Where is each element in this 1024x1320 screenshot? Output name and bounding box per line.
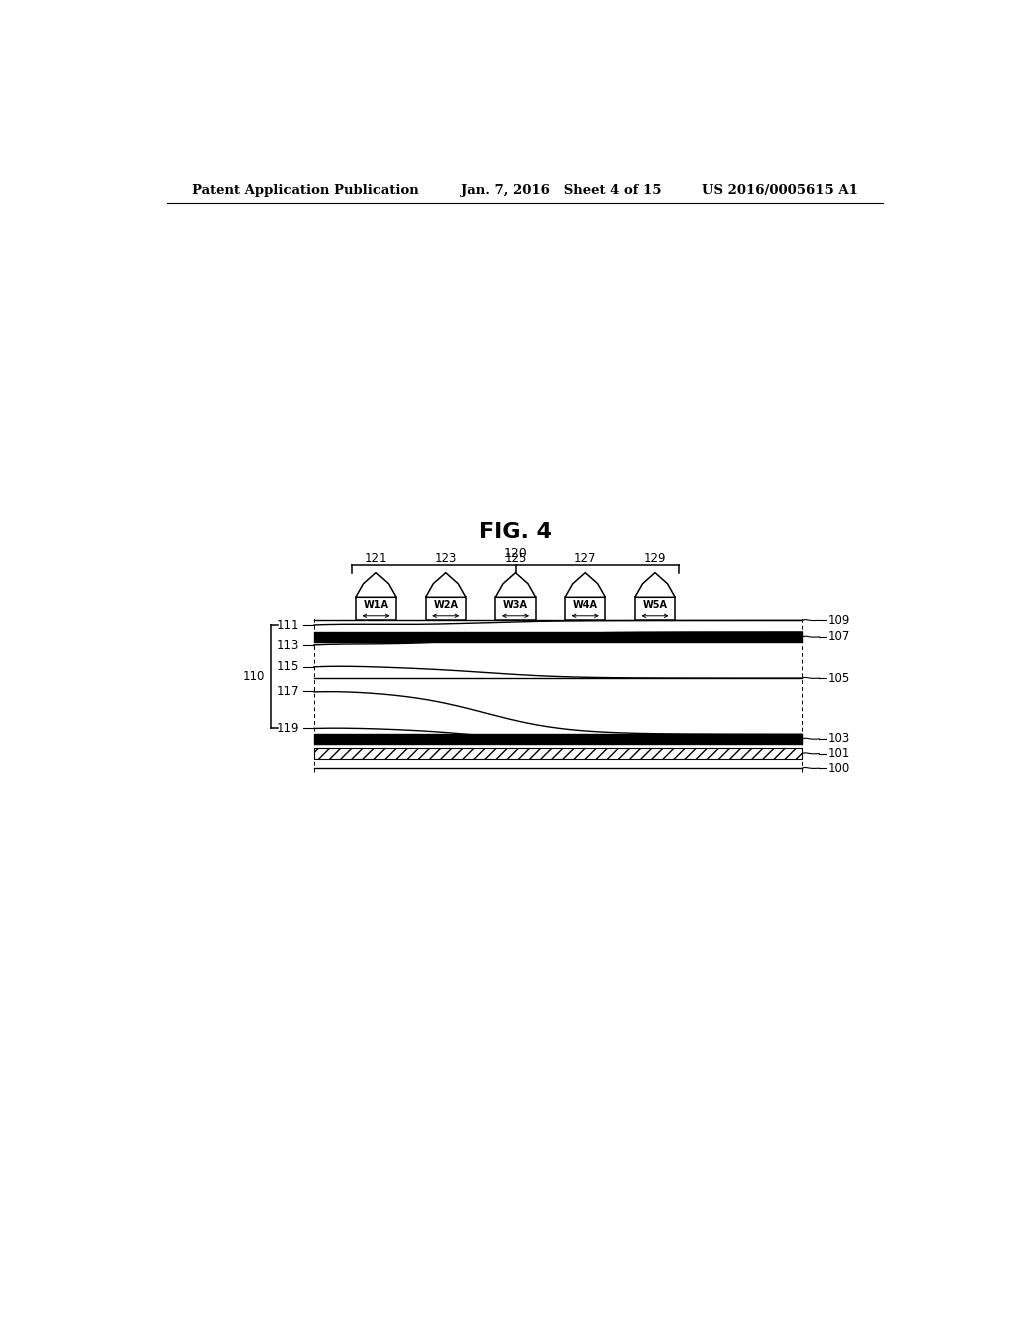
Text: 125: 125: [504, 552, 526, 565]
Text: W5A: W5A: [642, 601, 668, 610]
Bar: [565, 597, 605, 620]
Polygon shape: [496, 573, 536, 598]
Text: W2A: W2A: [433, 601, 459, 610]
Text: 120: 120: [504, 546, 527, 560]
Text: 113: 113: [276, 639, 299, 652]
Text: Jan. 7, 2016   Sheet 4 of 15: Jan. 7, 2016 Sheet 4 of 15: [461, 185, 662, 197]
Bar: [356, 597, 396, 620]
Text: US 2016/0005615 A1: US 2016/0005615 A1: [702, 185, 858, 197]
Text: 127: 127: [574, 552, 597, 565]
Text: W4A: W4A: [572, 601, 598, 610]
Text: 101: 101: [827, 747, 850, 760]
Text: 107: 107: [827, 631, 850, 643]
Polygon shape: [635, 573, 675, 598]
Text: Patent Application Publication: Patent Application Publication: [191, 185, 418, 197]
Text: 100: 100: [827, 762, 850, 775]
Polygon shape: [356, 573, 396, 598]
Polygon shape: [426, 573, 466, 598]
Bar: [496, 597, 536, 620]
Polygon shape: [565, 573, 605, 598]
Text: FIG. 4: FIG. 4: [479, 521, 552, 541]
Text: 110: 110: [243, 671, 265, 684]
Text: 123: 123: [434, 552, 457, 565]
Text: 129: 129: [644, 552, 667, 565]
Text: 117: 117: [276, 685, 299, 698]
Text: 109: 109: [827, 614, 850, 627]
Text: 111: 111: [276, 619, 299, 631]
Text: 115: 115: [276, 660, 299, 673]
Text: 121: 121: [365, 552, 387, 565]
Bar: [426, 597, 466, 620]
Text: W1A: W1A: [364, 601, 388, 610]
Text: W3A: W3A: [503, 601, 528, 610]
Text: 103: 103: [827, 733, 850, 746]
Bar: [314, 748, 802, 759]
Bar: [314, 748, 802, 759]
Text: 119: 119: [276, 722, 299, 735]
Bar: [635, 597, 675, 620]
Text: 105: 105: [827, 672, 850, 685]
